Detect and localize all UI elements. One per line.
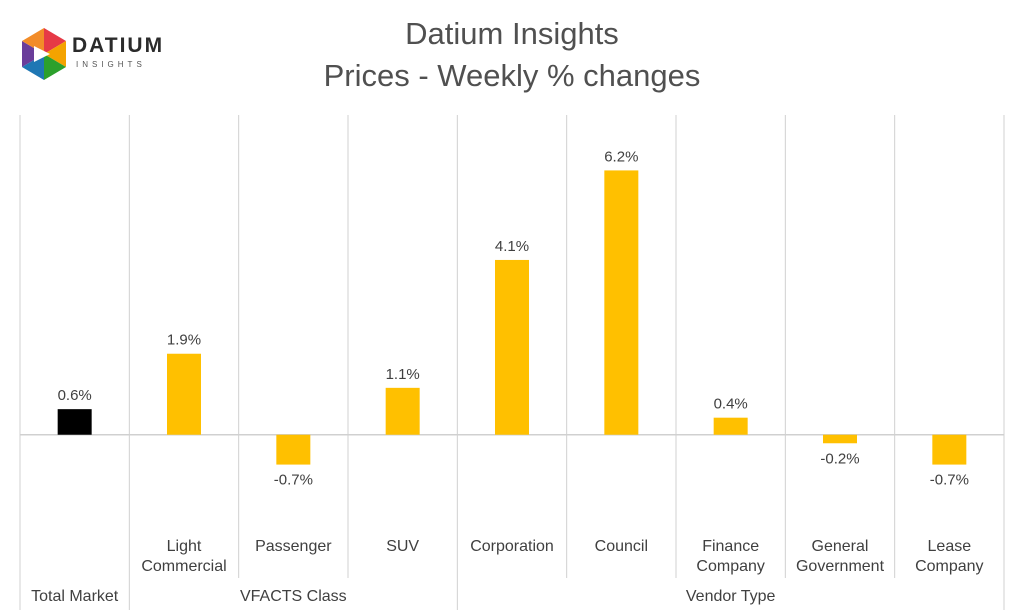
category-label: Lease [928,538,972,555]
bar [604,170,639,435]
category-label: General [812,538,869,555]
chart-title: Datium Insights [405,16,619,51]
category-label: Company [696,558,764,575]
bar [276,434,311,465]
category-label: SUV [386,538,419,555]
bar [495,259,529,435]
data-label: -0.2% [820,450,859,467]
category-label: Passenger [255,538,332,555]
data-label: 6.2% [604,148,638,165]
data-label: 1.9% [167,332,201,349]
data-label: 0.6% [58,387,92,404]
chart-subtitle: Prices - Weekly % changes [323,58,701,93]
category-label: Finance [702,538,759,555]
data-label: -0.7% [274,472,313,489]
bar [385,387,420,435]
category-label: Light [167,538,202,555]
category-label: Corporation [470,538,554,555]
data-label: 0.4% [714,396,748,413]
data-label: 1.1% [386,366,420,383]
data-label: 4.1% [495,238,529,255]
bar [823,434,857,444]
logo-wordmark: DATIUM [72,34,165,57]
group-label: Vendor Type [686,588,776,605]
logo-subtitle: INSIGHTS [76,60,146,69]
bar [713,417,748,435]
category-label: Company [915,558,983,575]
category-label: Total Market [31,588,119,605]
category-label: Council [595,538,648,555]
datium-logo: DATIUM INSIGHTS [20,28,170,84]
bar [57,409,92,435]
bar [167,353,201,435]
datium-logo-icon [22,28,66,80]
bar [932,434,967,465]
category-label: Commercial [141,558,226,575]
category-label: Government [796,558,885,575]
group-label: VFACTS Class [240,588,347,605]
data-label: -0.7% [930,472,969,489]
